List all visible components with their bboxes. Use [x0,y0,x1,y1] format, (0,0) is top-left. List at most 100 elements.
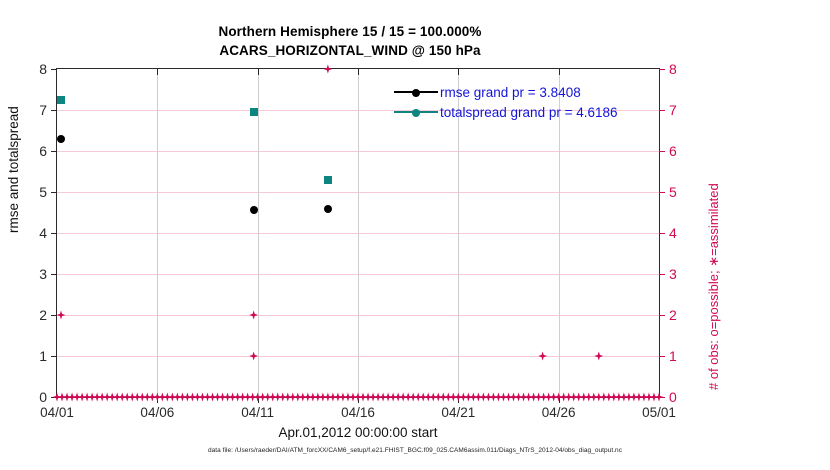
data-point-circle [249,206,258,215]
data-point-star [249,310,259,320]
data-point-baseline-star [197,392,207,402]
data-point-baseline-star [132,392,142,402]
x-axis-tick-label: 04/11 [241,405,275,420]
y-axis-right-tick-label: 4 [669,225,677,241]
data-point-baseline-star [82,392,92,402]
y-axis-right-tick-label: 3 [669,266,677,282]
gridline-vertical [458,69,460,397]
data-point-baseline-star [293,392,303,402]
y-axis-right-tick [659,151,665,152]
legend-entry-rmse[interactable]: rmse grand pr = 3.8408 [394,82,618,102]
data-point-baseline-star [388,392,398,402]
data-point-baseline-star [303,392,313,402]
data-point-baseline-star [298,392,308,402]
data-point-baseline-star [343,392,353,402]
data-point-baseline-star [223,392,233,402]
data-point-baseline-star [433,392,443,402]
data-point-baseline-star [107,392,117,402]
x-axis-tick-label: 04/16 [341,405,375,420]
y-axis-right-tick-label: 5 [669,184,677,200]
data-point-baseline-star [624,392,634,402]
data-point-baseline-star [373,392,383,402]
gridline-vertical [157,69,159,397]
data-point-baseline-star [52,392,62,402]
gridline-vertical [257,69,259,397]
gridline-vertical [358,69,359,397]
data-point-baseline-star [539,392,549,402]
y-axis-left-tick [51,151,57,152]
legend-label-rmse: rmse grand pr = 3.8408 [440,84,581,100]
y-axis-left-tick-label: 2 [39,307,47,323]
data-point-baseline-star [102,392,112,402]
data-point-baseline-star [92,392,102,402]
data-point-square [249,108,258,117]
data-point-baseline-star [273,392,283,402]
y-axis-right-tick [659,110,665,111]
data-point-baseline-star [629,392,639,402]
data-point-baseline-star [383,392,393,402]
data-point-baseline-star [328,392,338,402]
chart-title-line2: ACARS_HORIZONTAL_WIND @ 150 hPa [219,43,481,58]
y-axis-left-tick-label: 7 [39,102,47,118]
y-axis-right-tick-label: 2 [669,307,677,323]
data-point-square [323,175,332,184]
data-point-baseline-star [288,392,298,402]
data-point-baseline-star [57,392,67,402]
data-point-baseline-star [87,392,97,402]
data-point-baseline-star [348,392,358,402]
data-point-square [57,95,65,104]
data-point-baseline-star [599,392,609,402]
y-axis-right-title: # of obs: o=possible; ∗=assimilated [706,183,721,390]
data-point-baseline-star [353,392,363,402]
x-axis-tick-label: 04/26 [541,405,576,420]
x-axis-tick-label: 04/01 [40,405,74,420]
data-point-baseline-star [488,392,498,402]
data-point-baseline-star [403,392,413,402]
x-axis-top-tick [358,69,359,75]
y-axis-right-tick [659,274,665,275]
data-point-baseline-star [147,392,157,402]
data-point-baseline-star [253,392,263,402]
data-point-baseline-star [177,392,187,402]
x-axis-top-tick [558,69,560,75]
data-point-baseline-star [423,392,433,402]
data-point-baseline-star [478,392,488,402]
data-point-baseline-star [609,392,619,402]
y-axis-right-tick [659,192,665,193]
data-point-baseline-star [393,392,403,402]
data-point-baseline-star [544,392,554,402]
x-axis-tick-label: 05/01 [642,405,676,420]
data-point-baseline-star [333,392,343,402]
plot-area: 0 0 1 1 2 2 3 3 4 4 5 5 6 6 7 7 8 8 04/01 04/06 04/11 04/16 04… [39,61,677,420]
legend-entry-totalspread[interactable]: totalspread grand pr = 4.6186 [394,102,618,122]
data-point-baseline-star [77,392,87,402]
data-point-baseline-star [72,392,82,402]
data-point-baseline-star [358,392,368,402]
data-point-baseline-star [634,392,644,402]
data-point-baseline-star [438,392,448,402]
data-point-baseline-star [208,392,218,402]
data-point-baseline-star [313,392,323,402]
data-point-baseline-star [453,392,463,402]
data-point-baseline-star [468,392,478,402]
data-point-baseline-star [338,392,348,402]
data-point-baseline-star [559,392,569,402]
data-point-baseline-star [258,392,268,402]
data-point-baseline-star [203,392,212,402]
data-point-baseline-star [413,392,423,402]
data-point-baseline-star [308,392,318,402]
data-point-baseline-star [192,392,202,402]
x-axis-tick-label: 04/21 [441,405,476,420]
data-point-baseline-star [443,392,453,402]
data-point-baseline-star [323,392,333,402]
data-point-baseline-star [644,392,654,402]
data-point-baseline-star [564,392,574,402]
legend-swatch-rmse [394,85,438,99]
data-point-star [538,351,548,361]
data-point-baseline-star [122,392,132,402]
data-point-baseline-star [363,392,373,402]
data-point-baseline-star [278,392,288,402]
data-point-baseline-star [594,392,604,402]
data-point-baseline-star [584,392,594,402]
y-axis-left-tick-label: 1 [39,348,47,364]
